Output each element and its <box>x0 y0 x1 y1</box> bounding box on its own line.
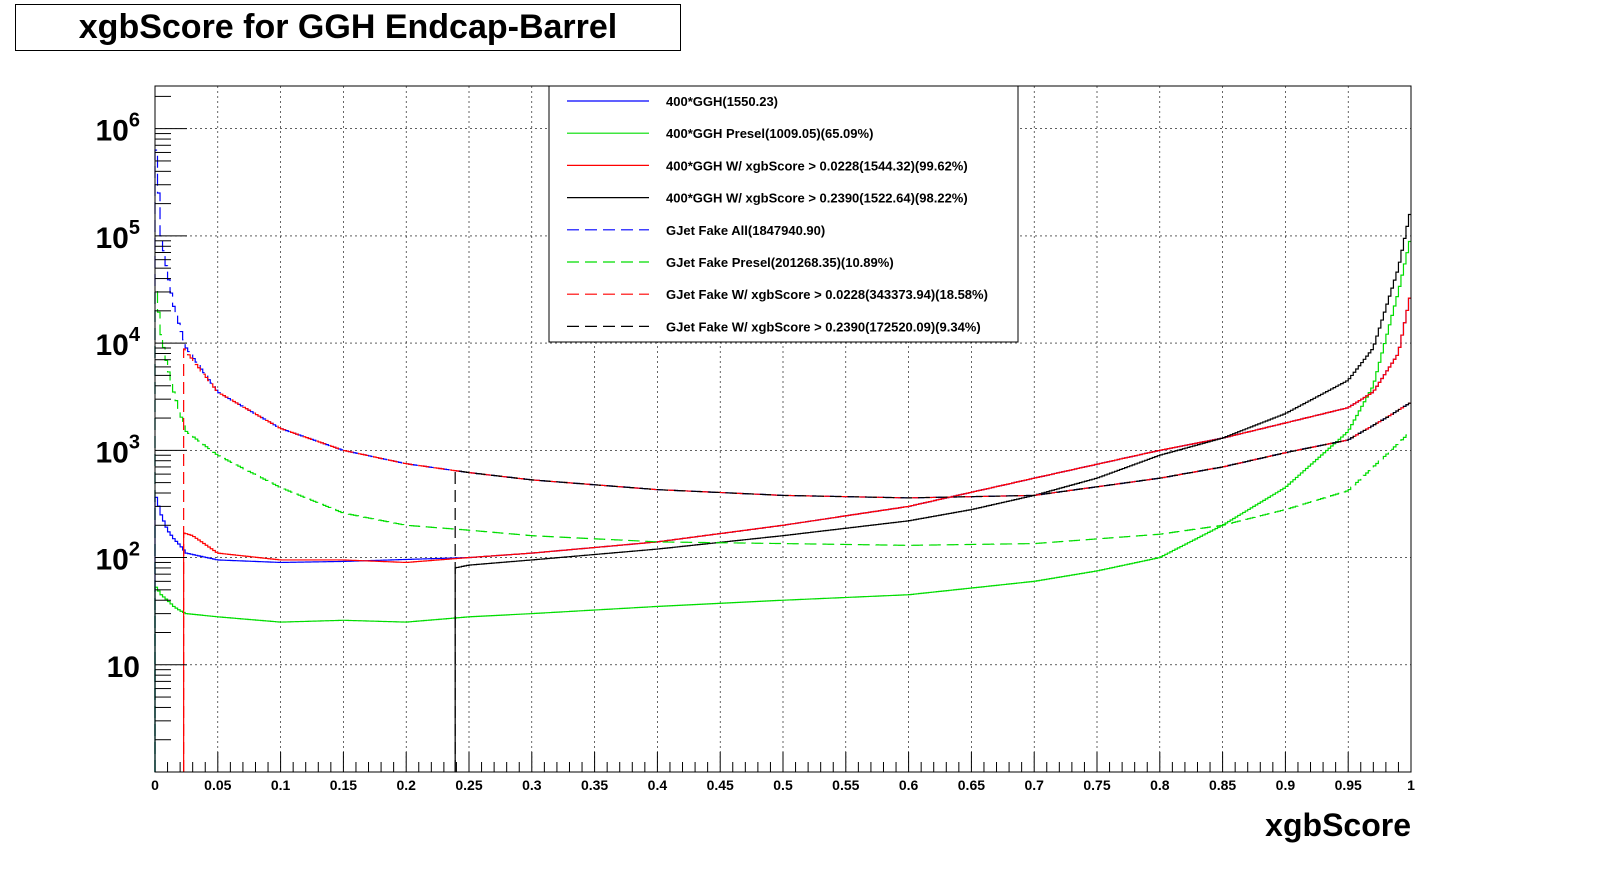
x-tick-label: 0.45 <box>707 777 734 793</box>
grid <box>154 86 1412 772</box>
legend: 400*GGH(1550.23) 400*GGH Presel(1009.05)(… <box>548 85 1019 343</box>
y-tick-label: 104 <box>96 324 141 362</box>
legend-label: GJet Fake Presel(201268.35)(10.89%) <box>666 255 894 270</box>
x-tick-label: 0.7 <box>1024 777 1044 793</box>
legend-label: 400*GGH(1550.23) <box>666 94 778 109</box>
series-layer <box>154 149 1411 772</box>
ticks: 0 0.05 0.1 0.15 0.2 0.25 0.3 0.35 0.4 0.45 0.5 0.55… <box>96 95 1415 793</box>
legend-label: 400*GGH W/ xgbScore > 0.2390(1522.64)(98… <box>666 191 968 206</box>
series-line <box>154 289 1411 772</box>
x-tick-label: 0 <box>151 777 159 793</box>
series-line <box>183 297 1411 772</box>
legend-label: GJet Fake W/ xgbScore > 0.0228(343373.94… <box>666 287 988 302</box>
y-tick-label: 10 <box>107 651 140 684</box>
y-tick-label: 106 <box>96 110 141 148</box>
legend-label: GJet Fake W/ xgbScore > 0.2390(172520.09… <box>666 319 981 334</box>
legend-box <box>548 85 1019 343</box>
x-tick-label: 0.55 <box>832 777 859 793</box>
x-tick-label: 0.75 <box>1083 777 1110 793</box>
y-tick-label: 102 <box>96 539 141 577</box>
x-tick-label: 0.1 <box>271 777 291 793</box>
legend-label: 400*GGH Presel(1009.05)(65.09%) <box>666 126 873 141</box>
x-tick-label: 0.5 <box>773 777 793 793</box>
x-tick-label: 0.65 <box>958 777 985 793</box>
x-tick-label: 1 <box>1407 777 1415 793</box>
x-tick-label: 0.25 <box>455 777 482 793</box>
chart-title-box: xgbScore for GGH Endcap-Barrel <box>15 4 681 51</box>
legend-label: 400*GGH W/ xgbScore > 0.0228(1544.32)(99… <box>666 158 968 173</box>
x-tick-label: 0.15 <box>330 777 357 793</box>
x-tick-label: 0.2 <box>396 777 416 793</box>
y-tick-label: 103 <box>96 431 141 469</box>
y-tick-label: 105 <box>96 217 141 255</box>
x-axis-label: xgbScore <box>1265 807 1411 843</box>
legend-label: GJet Fake All(1847940.90) <box>666 223 825 238</box>
x-tick-label: 0.4 <box>648 777 668 793</box>
series-line <box>454 402 1411 772</box>
x-tick-label: 0.85 <box>1209 777 1236 793</box>
x-tick-label: 0.9 <box>1276 777 1296 793</box>
x-tick-label: 0.6 <box>899 777 919 793</box>
x-tick-label: 0.3 <box>522 777 542 793</box>
x-tick-label: 0.05 <box>204 777 231 793</box>
chart-title: xgbScore for GGH Endcap-Barrel <box>78 8 618 46</box>
series-line <box>154 240 1411 772</box>
x-tick-label: 0.95 <box>1335 777 1362 793</box>
x-tick-label: 0.8 <box>1150 777 1170 793</box>
x-tick-label: 0.35 <box>581 777 608 793</box>
series-line <box>454 213 1411 772</box>
